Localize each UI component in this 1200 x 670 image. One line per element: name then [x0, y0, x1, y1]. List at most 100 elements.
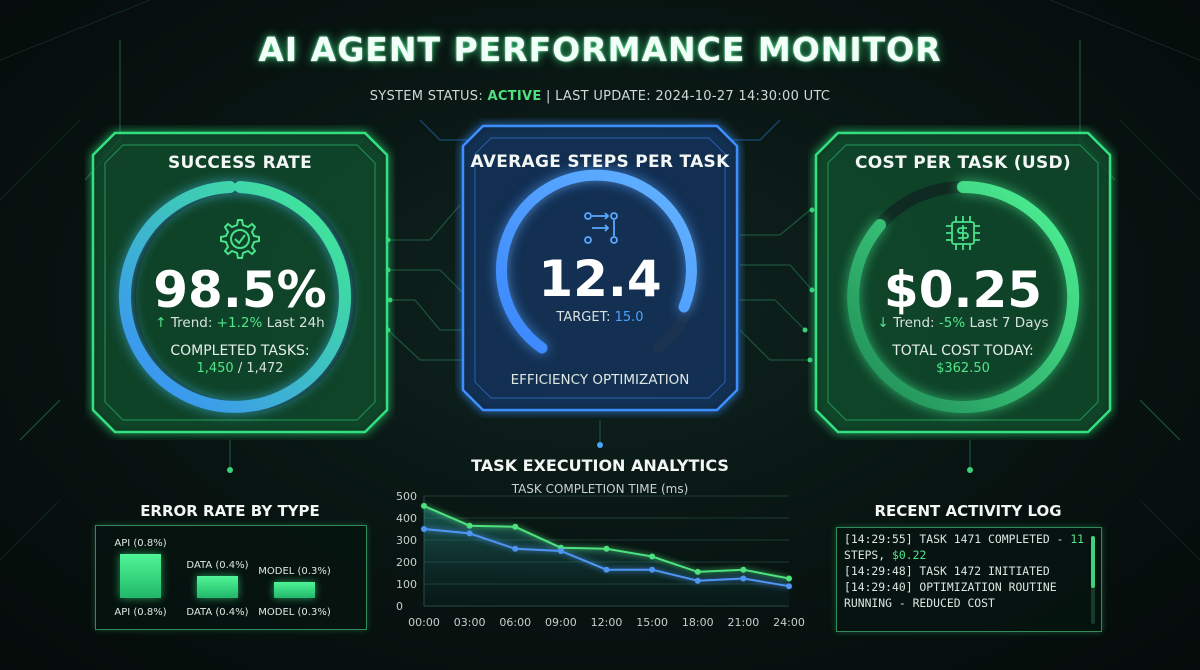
total-cost-value: $362.50: [936, 361, 990, 376]
log-line-1: STEPS, $0.22: [837, 547, 1090, 563]
success-rate-panel[interactable]: SUCCESS RATE 98.5% ↑ Trend: +1.2% Last 2…: [85, 125, 395, 440]
average-steps-title: AVERAGE STEPS PER TASK: [470, 152, 730, 172]
activity-log-panel[interactable]: [14:29:55] TASK 1471 COMPLETED - 11 STEPS…: [836, 527, 1102, 632]
log-line-3: [14:29:40] OPTIMIZATION ROUTINE: [837, 579, 1090, 595]
completed-value: 1,450: [196, 361, 234, 376]
dashboard-title: AI AGENT PERFORMANCE MONITOR: [258, 30, 942, 69]
total-cost-label: TOTAL COST TODAY:: [892, 343, 1034, 359]
series-0-point-2: [512, 523, 519, 530]
trend-up-icon: ↑: [155, 315, 167, 331]
target-value: 15.0: [614, 310, 644, 325]
completed-total: / 1,472: [237, 361, 284, 376]
status-separator: |: [545, 89, 551, 104]
series-1-point-5: [649, 566, 656, 573]
x-tick-0: 00:00: [408, 616, 440, 629]
y-tick-2: 300: [396, 534, 417, 547]
log-line-text: [14:29:40] OPTIMIZATION ROUTINE: [844, 580, 1057, 594]
series-0-point-0: [421, 502, 427, 509]
error-bar-label-top-0: API (0.8%): [114, 538, 167, 549]
gear-check-icon: [220, 219, 260, 259]
log-line-text: STEPS,: [844, 548, 893, 562]
x-tick-1: 03:00: [454, 616, 486, 629]
efficiency-footer: EFFICIENCY OPTIMIZATION: [510, 372, 690, 388]
trend-period: Last 24h: [266, 315, 325, 331]
y-tick-3: 200: [396, 556, 417, 569]
activity-log-title: RECENT ACTIVITY LOG: [874, 502, 1062, 520]
log-line-4: RUNNING - REDUCED COST: [837, 595, 1090, 611]
series-0-point-1: [466, 522, 473, 529]
series-0-point-7: [740, 566, 747, 573]
series-1-point-0: [421, 526, 427, 532]
log-line-text: RUNNING - REDUCED COST: [844, 596, 995, 610]
x-tick-7: 21:00: [728, 616, 760, 629]
target-label: TARGET:: [556, 310, 611, 325]
x-tick-2: 06:00: [499, 616, 531, 629]
log-line-text: [14:29:55] TASK 1471 COMPLETED -: [844, 532, 1071, 546]
log-line-2: [14:29:48] TASK 1472 INITIATED: [837, 563, 1090, 579]
log-line-highlight: 11: [1070, 532, 1085, 546]
error-bar-label-top-2: MODEL (0.3%): [258, 565, 331, 577]
workflow-icon: [584, 212, 618, 244]
success-rate-trend: ↑ Trend: +1.2% Last 24h: [85, 315, 395, 331]
cost-trend: ↓ Trend: -5% Last 7 Days: [808, 315, 1118, 331]
y-tick-1: 400: [396, 512, 417, 525]
success-rate-title: SUCCESS RATE: [168, 153, 312, 173]
x-tick-8: 24:00: [773, 616, 805, 629]
average-steps-panel[interactable]: AVERAGE STEPS PER TASK 12.4 TARGET: 15.0…: [455, 118, 745, 418]
y-tick-4: 100: [396, 578, 417, 591]
log-line-text: [14:29:48] TASK 1472 INITIATED: [844, 564, 1050, 578]
series-1-point-7: [740, 575, 747, 582]
log-line-highlight: $0.22: [892, 548, 927, 562]
series-1-point-6: [694, 577, 701, 584]
series-1-point-3: [557, 548, 564, 554]
series-1-point-8: [786, 583, 792, 590]
cost-value: $0.25: [883, 261, 1043, 319]
x-tick-6: 18:00: [682, 616, 714, 629]
system-status-bar: SYSTEM STATUS: ACTIVE | LAST UPDATE: 202…: [0, 89, 1200, 104]
error-bar-label-bottom-1: DATA (0.4%): [186, 607, 249, 618]
series-0-point-6: [694, 568, 701, 575]
series-0-point-5: [649, 553, 656, 560]
log-line-0: [14:29:55] TASK 1471 COMPLETED - 11: [837, 531, 1090, 547]
series-1-point-4: [603, 566, 610, 573]
cost-trend-label: Trend:: [893, 315, 935, 331]
status-badge: ACTIVE: [487, 89, 542, 104]
trend-down-icon: ↓: [877, 315, 889, 331]
y-tick-5: 0: [396, 600, 403, 613]
y-tick-0: 500: [396, 490, 417, 503]
completed-tasks-count: 1,450 / 1,472: [85, 361, 395, 376]
error-bar-1: [197, 576, 238, 598]
analytics-title: TASK EXECUTION ANALYTICS: [471, 456, 729, 475]
average-steps-frame: [461, 124, 739, 412]
success-rate-frame: [91, 131, 389, 434]
error-bar-label-bottom-2: MODEL (0.3%): [258, 607, 331, 618]
x-tick-3: 09:00: [545, 616, 577, 629]
log-scrollbar-thumb[interactable]: [1091, 536, 1095, 588]
steps-target: TARGET: 15.0: [455, 310, 745, 325]
cost-title: COST PER TASK (USD): [855, 153, 1071, 173]
error-bar-0: [120, 554, 161, 598]
series-0-point-8: [786, 575, 792, 582]
average-steps-value: 12.4: [538, 250, 662, 308]
error-bar-label-top-1: DATA (0.4%): [186, 560, 249, 571]
success-rate-value: 98.5%: [153, 261, 327, 319]
error-rate-title: ERROR RATE BY TYPE: [140, 502, 320, 520]
activity-log-lines: [14:29:55] TASK 1471 COMPLETED - 11 STEPS…: [837, 528, 1101, 611]
dollar-chip-icon: [946, 216, 980, 250]
cost-trend-period: Last 7 Days: [969, 315, 1049, 331]
series-1-point-2: [512, 545, 519, 552]
cost-trend-value: -5%: [938, 315, 966, 331]
status-label: SYSTEM STATUS:: [369, 89, 484, 104]
last-update: LAST UPDATE: 2024-10-27 14:30:00 UTC: [555, 89, 831, 104]
error-bar-2: [274, 581, 315, 598]
trend-value: +1.2%: [216, 315, 263, 331]
cost-per-task-panel[interactable]: COST PER TASK (USD) $0.25 ↓ Trend: -5% L…: [808, 125, 1118, 440]
cost-frame: [814, 131, 1112, 434]
series-area-0: [424, 505, 789, 606]
completed-tasks-label: COMPLETED TASKS:: [170, 343, 310, 359]
series-1-point-1: [466, 530, 473, 537]
error-bar-label-bottom-0: API (0.8%): [114, 607, 167, 618]
x-tick-5: 15:00: [636, 616, 668, 629]
series-0-point-4: [603, 545, 610, 552]
